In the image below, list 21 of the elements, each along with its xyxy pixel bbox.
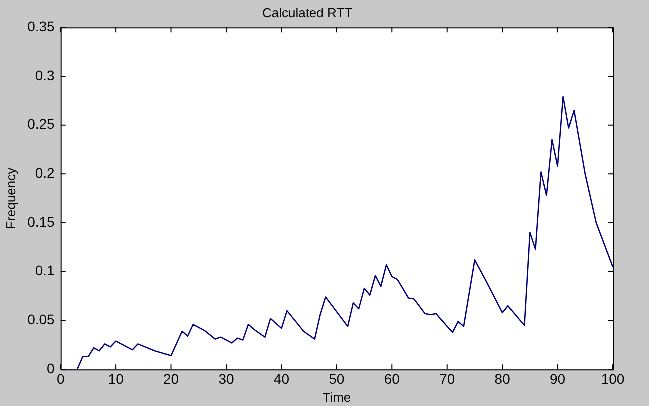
x-tick-label: 20 (163, 370, 180, 387)
y-tick-label: 0.35 (28, 18, 56, 34)
x-tick-label: 10 (108, 370, 124, 387)
x-tick-label: 30 (218, 370, 234, 387)
x-tick-label: 80 (494, 370, 511, 387)
y-tick-label: 0.1 (35, 262, 56, 279)
y-tick-label: 0.05 (28, 312, 56, 328)
x-tick-label: 90 (550, 370, 566, 387)
y-tick-label: 0.15 (28, 214, 56, 230)
y-tick-label: 0.2 (35, 165, 56, 182)
x-tick-label: 70 (440, 370, 456, 387)
y-tick-label: 0 (47, 360, 56, 376)
y-axis-title: Frequency (3, 167, 18, 230)
x-tick-label: 50 (329, 370, 345, 387)
x-tick-label: 40 (274, 370, 290, 387)
x-tick-label: 60 (384, 370, 400, 387)
chart-title: Calculated RTT (262, 5, 353, 20)
x-axis-title: Time (322, 390, 352, 405)
y-tick-label: 0.3 (35, 67, 56, 84)
x-tick-label: 100 (601, 370, 625, 387)
y-tick-label: 0.25 (28, 116, 56, 132)
